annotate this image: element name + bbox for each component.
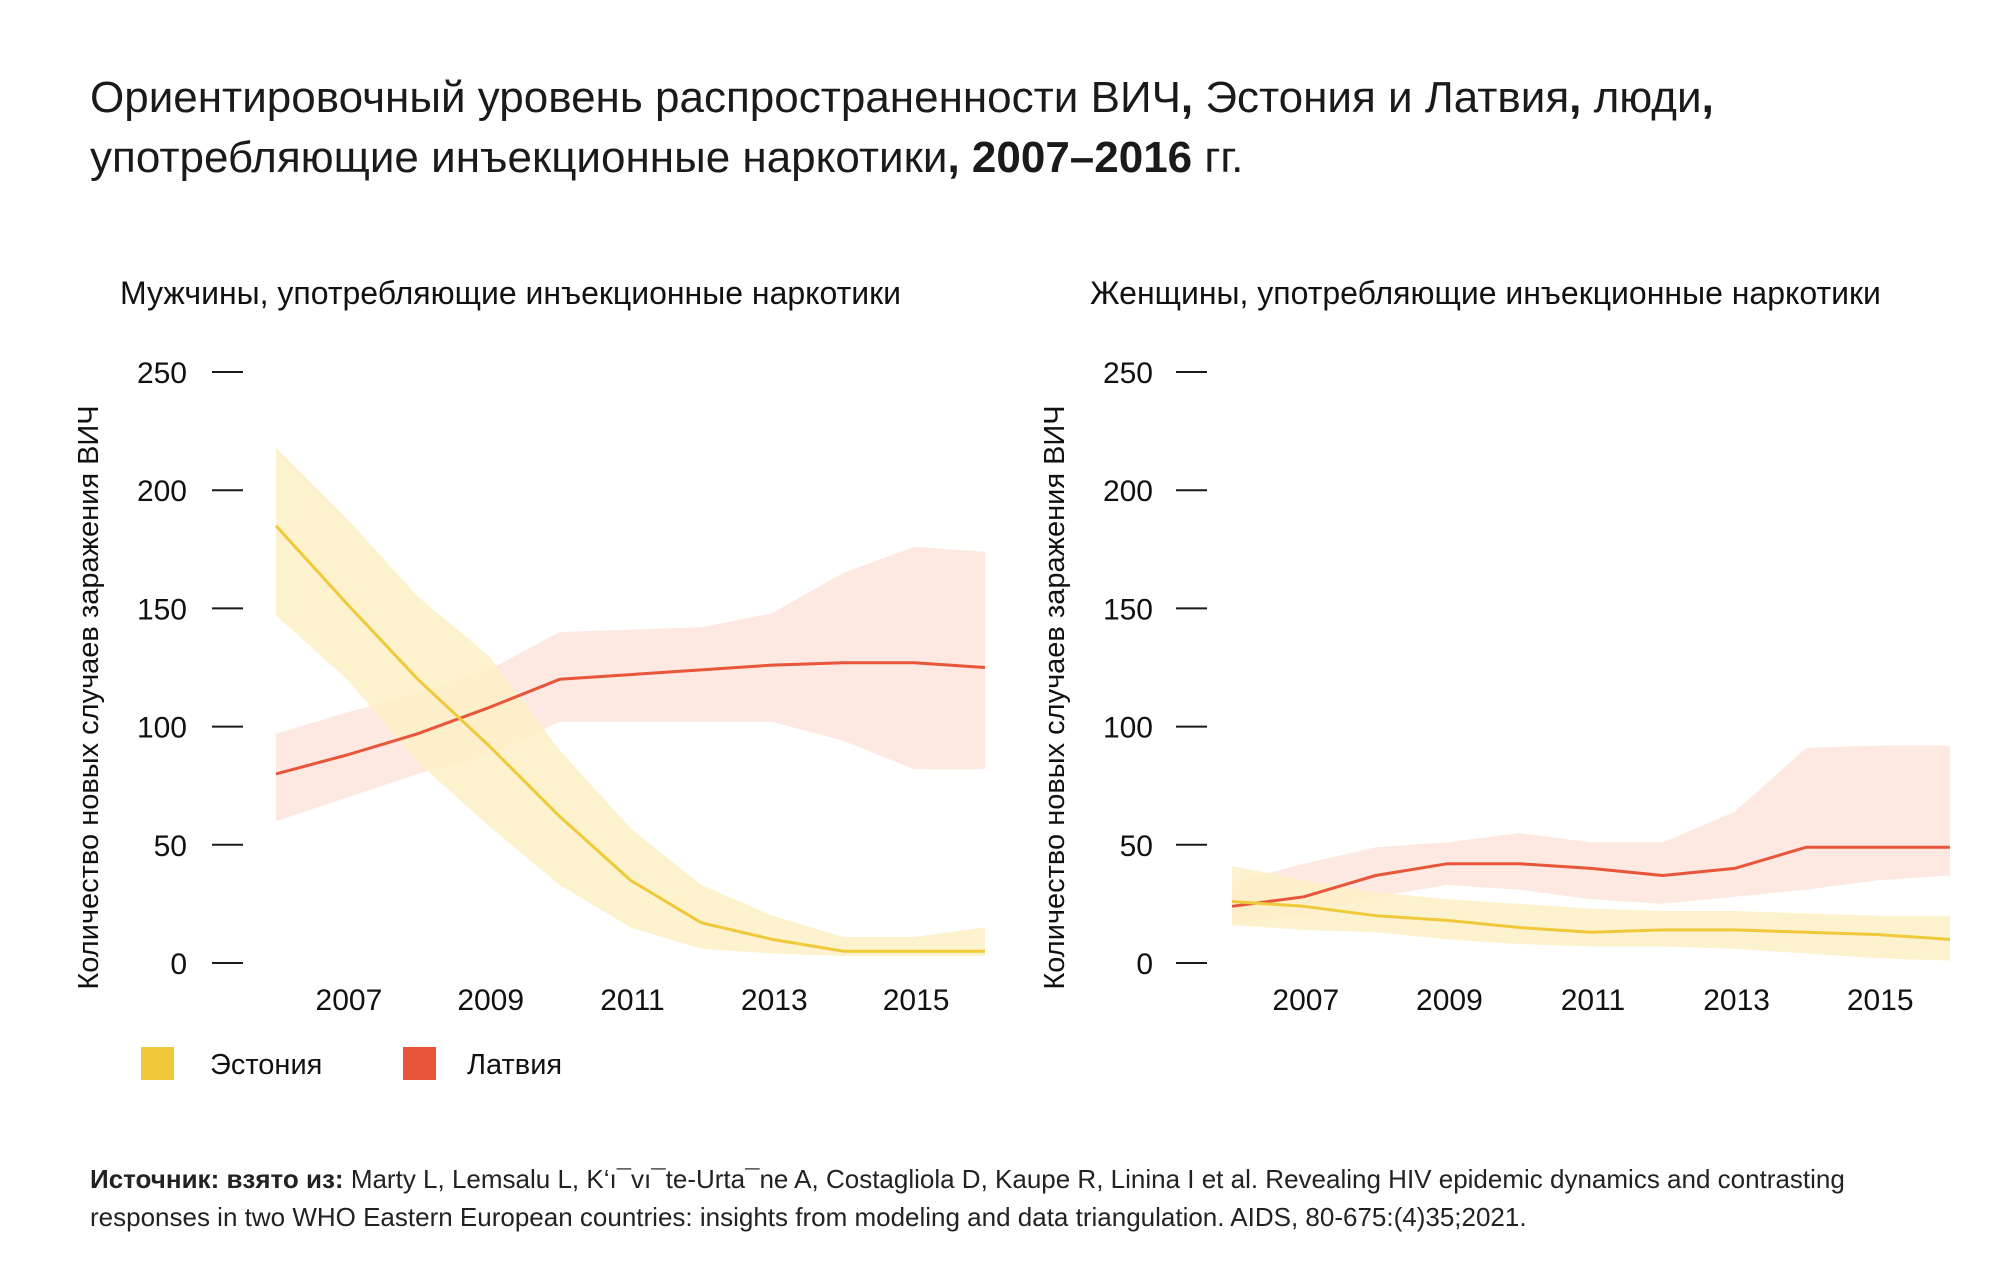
- title-line1-comma-1: ,: [1180, 73, 1206, 122]
- y-tick-label: 250: [1103, 357, 1153, 390]
- y-tick-label: 200: [137, 475, 187, 508]
- x-tick-label: 2015: [883, 984, 950, 1017]
- title-line2-years: , 2007–2016: [947, 133, 1193, 182]
- x-tick-label: 2015: [1847, 984, 1914, 1017]
- legend-label-estonia: Эстония: [210, 1049, 322, 1081]
- line-latvia: [275, 661, 986, 776]
- x-tick-label: 2013: [741, 984, 808, 1017]
- title-line1-part-c: Эстония и Латвия: [1205, 73, 1570, 122]
- legend-swatch-estonia: [141, 1047, 174, 1080]
- y-tick-label: 100: [1103, 712, 1153, 745]
- legend-swatch-latvia: [403, 1047, 436, 1080]
- title-line2-part-a: употребляющие инъекционные наркотики: [90, 133, 948, 182]
- y-tick-label: 0: [1136, 948, 1153, 981]
- x-tick-label: 2009: [1416, 984, 1483, 1017]
- x-tick-label: 2007: [316, 984, 383, 1017]
- y-tick-label: 0: [170, 948, 187, 981]
- x-tick-label: 2007: [1272, 984, 1339, 1017]
- band-estonia: [276, 447, 985, 956]
- y-tick-label: 200: [1103, 475, 1153, 508]
- y-axis-label: Количество новых случаев заражения ВИЧ: [1039, 405, 1071, 989]
- x-tick-label: 2013: [1703, 984, 1770, 1017]
- source-note: Источник: взято из: Marty L, Lemsalu L, …: [90, 1160, 1890, 1236]
- chart-title: Женщины, употребляющие инъекционные нарк…: [1090, 275, 1881, 311]
- band-latvia: [1232, 745, 1950, 923]
- y-tick-label: 250: [137, 357, 187, 390]
- legend-label-latvia: Латвия: [467, 1049, 562, 1081]
- y-axis-label: Количество новых случаев заражения ВИЧ: [73, 405, 105, 989]
- chart-men: Мужчины, употребляющие инъекционные нарк…: [73, 275, 986, 1017]
- y-tick-label: 150: [1103, 593, 1153, 626]
- source-label: Источник: взято из:: [90, 1164, 344, 1194]
- band-estonia: [1232, 866, 1950, 961]
- title-line2-suffix: гг.: [1192, 133, 1244, 182]
- line-latvia: [1231, 845, 1950, 908]
- x-tick-label: 2011: [1561, 984, 1626, 1017]
- x-tick-label: 2011: [600, 984, 665, 1017]
- source-text: Marty L, Lemsalu L, K‘ı¯vı¯te-Urta¯ne A,…: [90, 1164, 1845, 1232]
- title-line1-part-e: люди: [1593, 73, 1702, 122]
- line-estonia: [274, 524, 985, 953]
- y-tick-label: 50: [1120, 830, 1153, 863]
- page-title: Ориентировочный уровень распространеннос…: [90, 68, 1940, 188]
- y-tick-label: 150: [137, 593, 187, 626]
- title-line1-part-a: Ориентировочный уровень распространеннос…: [90, 73, 1181, 122]
- chart-women: Женщины, употребляющие инъекционные нарк…: [1039, 275, 1951, 1017]
- line-estonia: [1231, 900, 1951, 941]
- x-tick-label: 2009: [457, 984, 524, 1017]
- chart-title: Мужчины, употребляющие инъекционные нарк…: [120, 275, 901, 311]
- y-tick-label: 50: [154, 830, 187, 863]
- title-line1-comma-3: ,: [1701, 73, 1714, 122]
- y-tick-label: 100: [137, 712, 187, 745]
- legend: Эстония Латвия: [141, 1047, 562, 1081]
- title-line1-comma-2: ,: [1569, 73, 1594, 122]
